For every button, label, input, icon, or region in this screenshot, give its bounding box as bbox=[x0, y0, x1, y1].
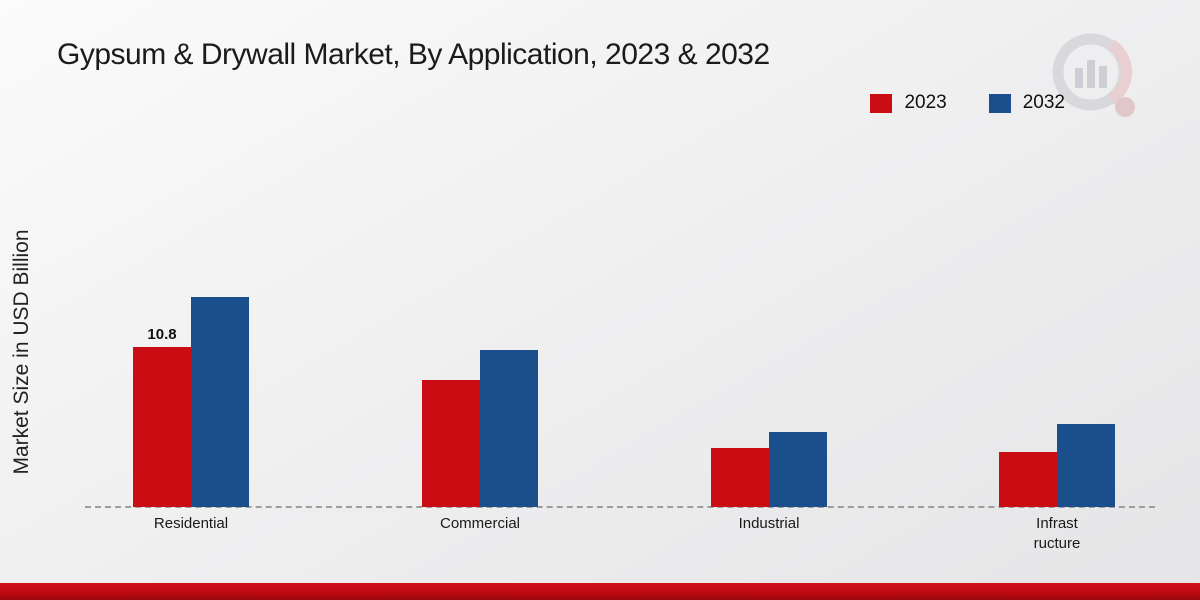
category-label-industrial: Industrial bbox=[738, 515, 800, 532]
bar-2032-commercial bbox=[480, 350, 538, 507]
bar-2032-infrastructure bbox=[1057, 424, 1115, 507]
bar-2023-commercial bbox=[422, 380, 480, 507]
legend-label-2023: 2023 bbox=[904, 92, 947, 113]
chart-title: Gypsum & Drywall Market, By Application,… bbox=[57, 38, 770, 71]
legend-item-2032: 2032 bbox=[988, 92, 1065, 114]
bar-2032-industrial bbox=[769, 432, 827, 507]
category-label-infrastructure: Infrast ructure bbox=[1033, 515, 1081, 553]
bar-value-label: 10.8 bbox=[147, 326, 177, 344]
category-label-residential: Residential bbox=[153, 515, 229, 532]
bar-2023-industrial bbox=[711, 448, 769, 507]
brand-logo bbox=[1045, 30, 1145, 130]
legend-swatch-2032 bbox=[988, 93, 1011, 113]
legend-swatch-2023 bbox=[870, 93, 893, 113]
bar-2023-residential bbox=[133, 347, 191, 507]
bar-2032-residential bbox=[191, 297, 249, 507]
legend-label-2032: 2032 bbox=[1022, 92, 1065, 113]
x-axis-baseline bbox=[85, 506, 1155, 508]
legend-item-2023: 2023 bbox=[870, 92, 947, 114]
bottom-accent-bar bbox=[0, 583, 1200, 600]
legend: 2023 2032 bbox=[870, 92, 1065, 114]
category-label-commercial: Commercial bbox=[439, 515, 520, 532]
magnifier-chart-logo-icon bbox=[1052, 33, 1135, 117]
bar-2023-infrastructure bbox=[999, 452, 1057, 507]
